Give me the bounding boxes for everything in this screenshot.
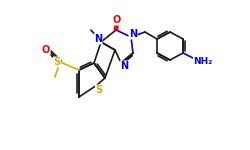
Text: S: S (96, 85, 102, 95)
Text: N: N (120, 61, 128, 71)
Text: O: O (42, 45, 50, 55)
Text: NH₂: NH₂ (194, 57, 212, 66)
Text: S: S (54, 57, 60, 67)
Text: O: O (113, 15, 121, 25)
Text: N: N (129, 29, 137, 39)
Text: N: N (94, 34, 102, 44)
